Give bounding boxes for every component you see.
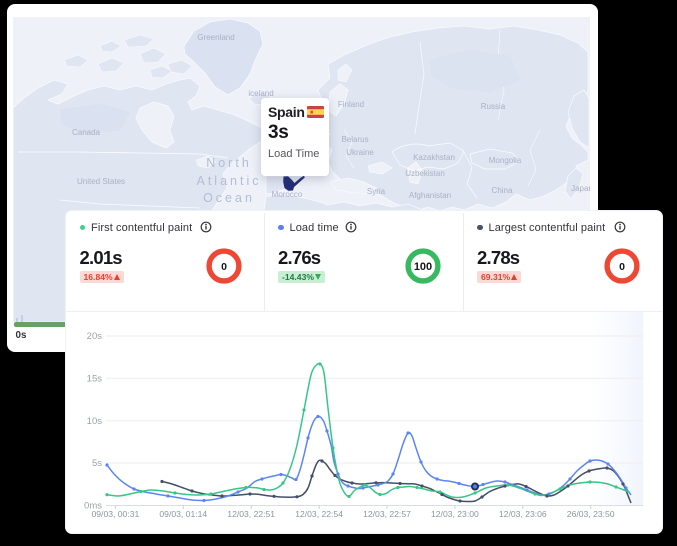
svg-text:Morocco: Morocco: [272, 190, 303, 199]
svg-text:10s: 10s: [87, 416, 103, 427]
svg-text:0: 0: [221, 261, 227, 273]
svg-text:Mongolia: Mongolia: [489, 156, 522, 165]
svg-text:United States: United States: [77, 177, 125, 186]
svg-text:Kazakhstan: Kazakhstan: [413, 153, 455, 162]
svg-text:Ukraine: Ukraine: [346, 148, 374, 157]
svg-text:12/03, 22:57: 12/03, 22:57: [363, 509, 411, 519]
svg-text:Greenland: Greenland: [197, 33, 234, 42]
svg-text:Russia: Russia: [481, 102, 506, 111]
svg-text:12/03, 23:06: 12/03, 23:06: [499, 509, 547, 519]
svg-text:Canada: Canada: [72, 128, 101, 137]
svg-text:12/03, 22:54: 12/03, 22:54: [295, 509, 343, 519]
svg-text:12/03, 22:51: 12/03, 22:51: [227, 509, 275, 519]
svg-text:100: 100: [414, 261, 432, 273]
svg-text:Syria: Syria: [367, 187, 386, 196]
svg-text:15s: 15s: [87, 374, 103, 385]
svg-text:China: China: [492, 186, 513, 195]
svg-text:North: North: [206, 156, 252, 170]
svg-text:20s: 20s: [87, 331, 103, 342]
svg-text:5s: 5s: [92, 458, 102, 469]
svg-text:Ocean: Ocean: [203, 191, 255, 205]
svg-text:Finland: Finland: [338, 100, 364, 109]
svg-text:09/03, 00:31: 09/03, 00:31: [92, 509, 140, 519]
svg-text:Japan: Japan: [571, 184, 590, 193]
svg-text:12/03, 23:00: 12/03, 23:00: [431, 509, 479, 519]
svg-text:Atlantic: Atlantic: [197, 174, 262, 188]
svg-text:Belarus: Belarus: [341, 135, 368, 144]
svg-text:26/03, 23:50: 26/03, 23:50: [567, 509, 615, 519]
svg-text:Uzbekistan: Uzbekistan: [405, 169, 445, 178]
svg-text:0ms: 0ms: [84, 501, 102, 512]
svg-text:0: 0: [619, 261, 625, 273]
svg-text:09/03, 01:14: 09/03, 01:14: [159, 509, 207, 519]
svg-text:iceland: iceland: [248, 89, 273, 98]
svg-text:Afghanistan: Afghanistan: [409, 191, 451, 200]
